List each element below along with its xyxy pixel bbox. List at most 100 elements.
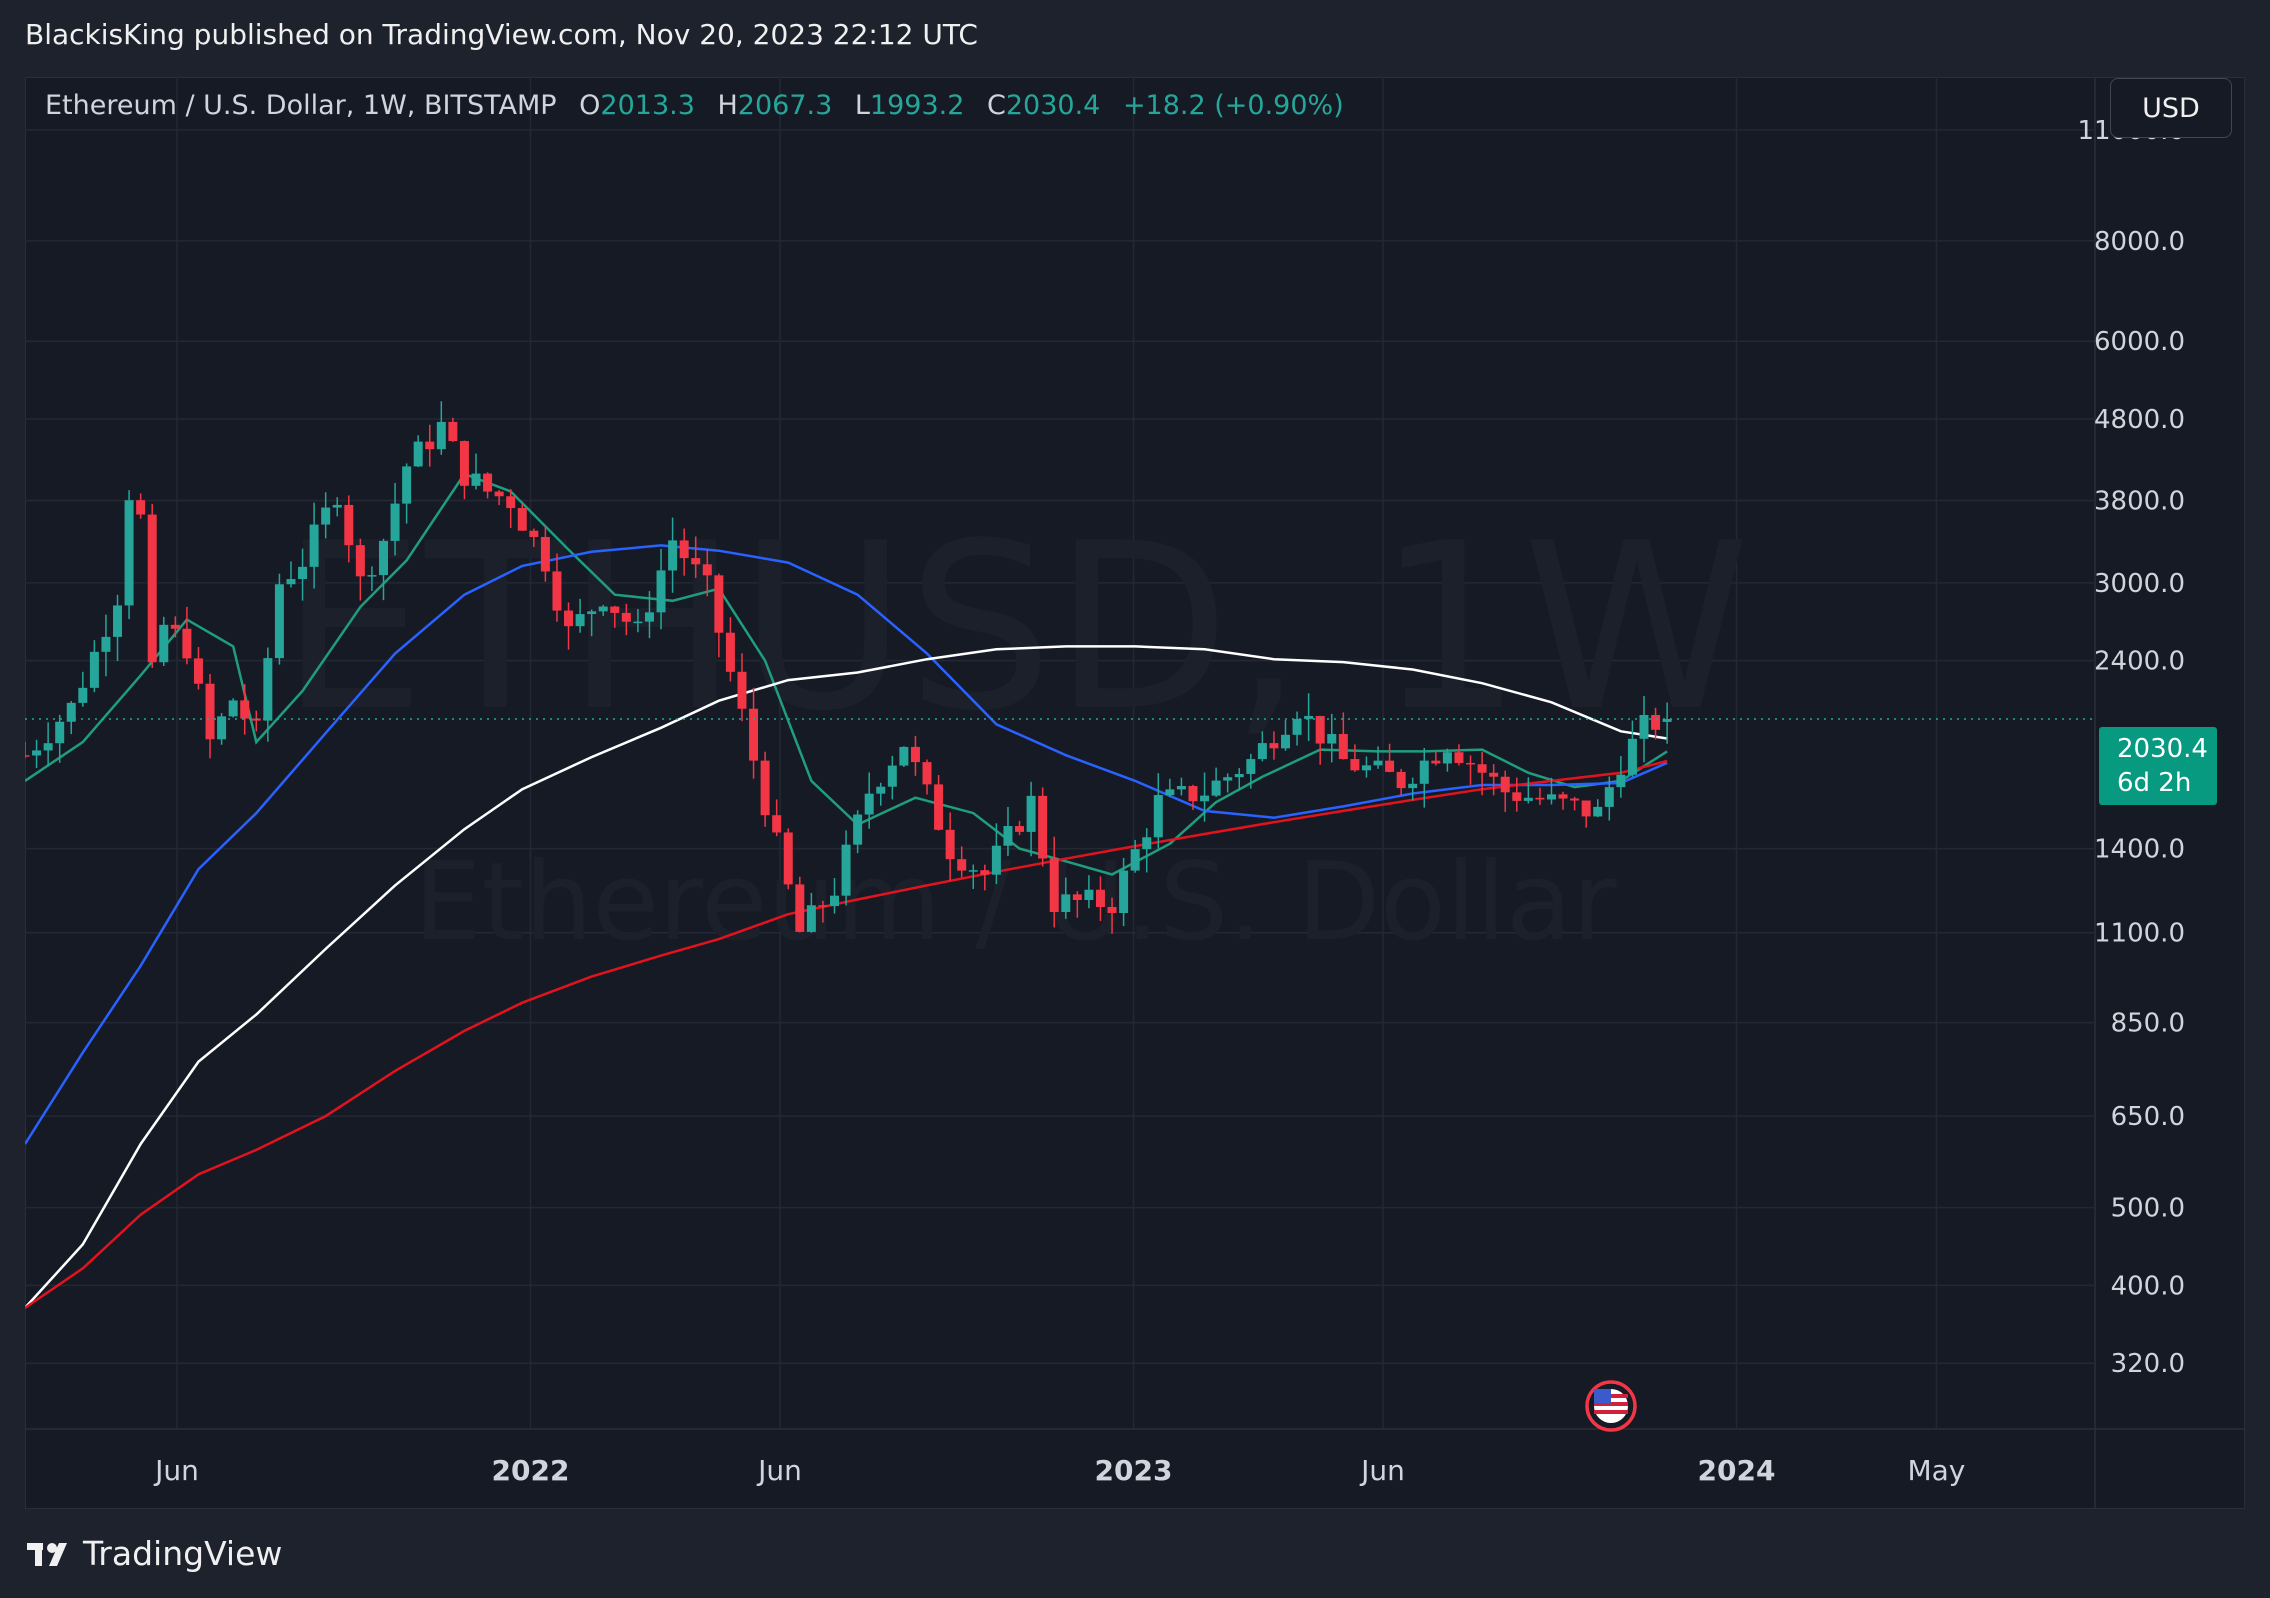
candle: [159, 616, 169, 667]
candle: [899, 746, 909, 768]
candle-body: [922, 762, 932, 785]
candle-body: [1038, 795, 1048, 859]
candle: [170, 616, 180, 638]
candle-body: [1246, 759, 1256, 774]
candle: [1651, 707, 1661, 740]
candles: [25, 401, 1672, 934]
candle: [436, 401, 446, 455]
price-chart[interactable]: ETHUSD, 1W Ethereum / U.S. Dollar 11000.…: [25, 77, 2245, 1509]
candle: [367, 566, 377, 591]
candle-body: [980, 870, 990, 875]
candle-body: [517, 508, 527, 531]
candle: [263, 647, 273, 742]
price-tick-label: 3800.0: [2094, 486, 2185, 516]
candle-body: [78, 687, 88, 703]
candle: [910, 735, 920, 776]
candle-body: [1327, 734, 1337, 744]
candle: [968, 864, 978, 889]
candle: [656, 548, 666, 630]
candle: [575, 598, 585, 633]
candle: [1570, 796, 1580, 811]
grid-lines: [25, 77, 2245, 1509]
candle-body: [448, 421, 458, 442]
candle: [1015, 820, 1025, 836]
candle-body: [1385, 760, 1395, 772]
candle: [760, 751, 770, 827]
price-axis[interactable]: 11000.08000.06000.04800.03800.03000.0240…: [2077, 116, 2185, 1379]
candle-body: [1350, 759, 1360, 771]
candle-body: [55, 721, 65, 744]
watermark: ETHUSD, 1W Ethereum / U.S. Dollar: [280, 495, 1750, 965]
candle-body: [1535, 797, 1545, 800]
open-label: O: [579, 90, 601, 121]
candle: [552, 553, 562, 622]
candle: [1373, 746, 1383, 769]
watermark-name: Ethereum / U.S. Dollar: [413, 840, 1617, 965]
candle-body: [621, 612, 631, 622]
footer-logo[interactable]: TradingView: [25, 1534, 282, 1573]
candle-body: [1223, 777, 1233, 781]
candle: [621, 603, 631, 636]
candle-body: [344, 504, 354, 546]
candle: [957, 846, 967, 878]
candle: [806, 892, 816, 933]
candle: [1327, 713, 1337, 763]
candle: [853, 810, 863, 854]
time-axis[interactable]: Jun 2022 Jun 2023 Jun 2024 May: [153, 1454, 1965, 1487]
candle-body: [205, 683, 215, 740]
candle-body: [1477, 764, 1487, 773]
candle: [1454, 744, 1464, 766]
low-value: 1993.2: [869, 90, 965, 121]
candle-body: [89, 651, 99, 688]
candle-body: [1419, 760, 1429, 784]
price-tick-label: 1100.0: [2094, 919, 2185, 949]
candle-body: [772, 815, 782, 833]
candle-body: [887, 765, 897, 787]
candle: [448, 417, 458, 442]
candle-body: [587, 611, 597, 615]
price-tick-label: 400.0: [2111, 1271, 2185, 1301]
candle-body: [1442, 752, 1452, 764]
candle-body: [818, 905, 828, 907]
symbol-name: Ethereum / U.S. Dollar, 1W, BITSTAMP: [45, 90, 557, 121]
candle: [668, 517, 678, 593]
candle-body: [957, 859, 967, 871]
candle-body: [910, 746, 920, 763]
watermark-symbol: ETHUSD, 1W: [280, 495, 1750, 762]
candle-body: [1396, 771, 1406, 789]
candle: [1431, 752, 1441, 766]
candle-body: [228, 700, 238, 717]
candle: [483, 472, 493, 499]
candle-body: [633, 621, 643, 624]
candle: [610, 605, 620, 628]
close-value: 2030.4: [1005, 90, 1101, 121]
open-value: 2013.3: [600, 90, 695, 121]
candle-body: [1026, 795, 1036, 832]
price-tick-label: 850.0: [2111, 1009, 2185, 1039]
candle: [390, 482, 400, 556]
us-flag-event-icon[interactable]: [1585, 1380, 1637, 1432]
candle: [864, 772, 874, 829]
candle: [934, 774, 944, 831]
last-price-value: 2030.4: [2117, 734, 2208, 764]
candle-body: [829, 895, 839, 907]
candle-body: [540, 536, 550, 572]
candle-body: [1639, 714, 1649, 739]
candle: [876, 782, 886, 806]
candle: [749, 687, 759, 779]
candle-body: [1292, 718, 1302, 735]
moving-average-white: [25, 645, 1668, 1309]
candle-body: [1662, 718, 1672, 722]
candle-body: [147, 514, 157, 663]
candle-body: [182, 628, 192, 659]
currency-button[interactable]: USD: [2110, 78, 2232, 138]
candle: [772, 799, 782, 837]
candle-body: [136, 500, 146, 515]
candle-body: [43, 743, 53, 751]
candle: [1223, 773, 1233, 793]
candle: [355, 538, 365, 601]
candle-body: [321, 507, 331, 525]
candle-body: [1593, 806, 1603, 817]
price-tick-label: 650.0: [2111, 1102, 2185, 1132]
candle-body: [1130, 849, 1140, 871]
